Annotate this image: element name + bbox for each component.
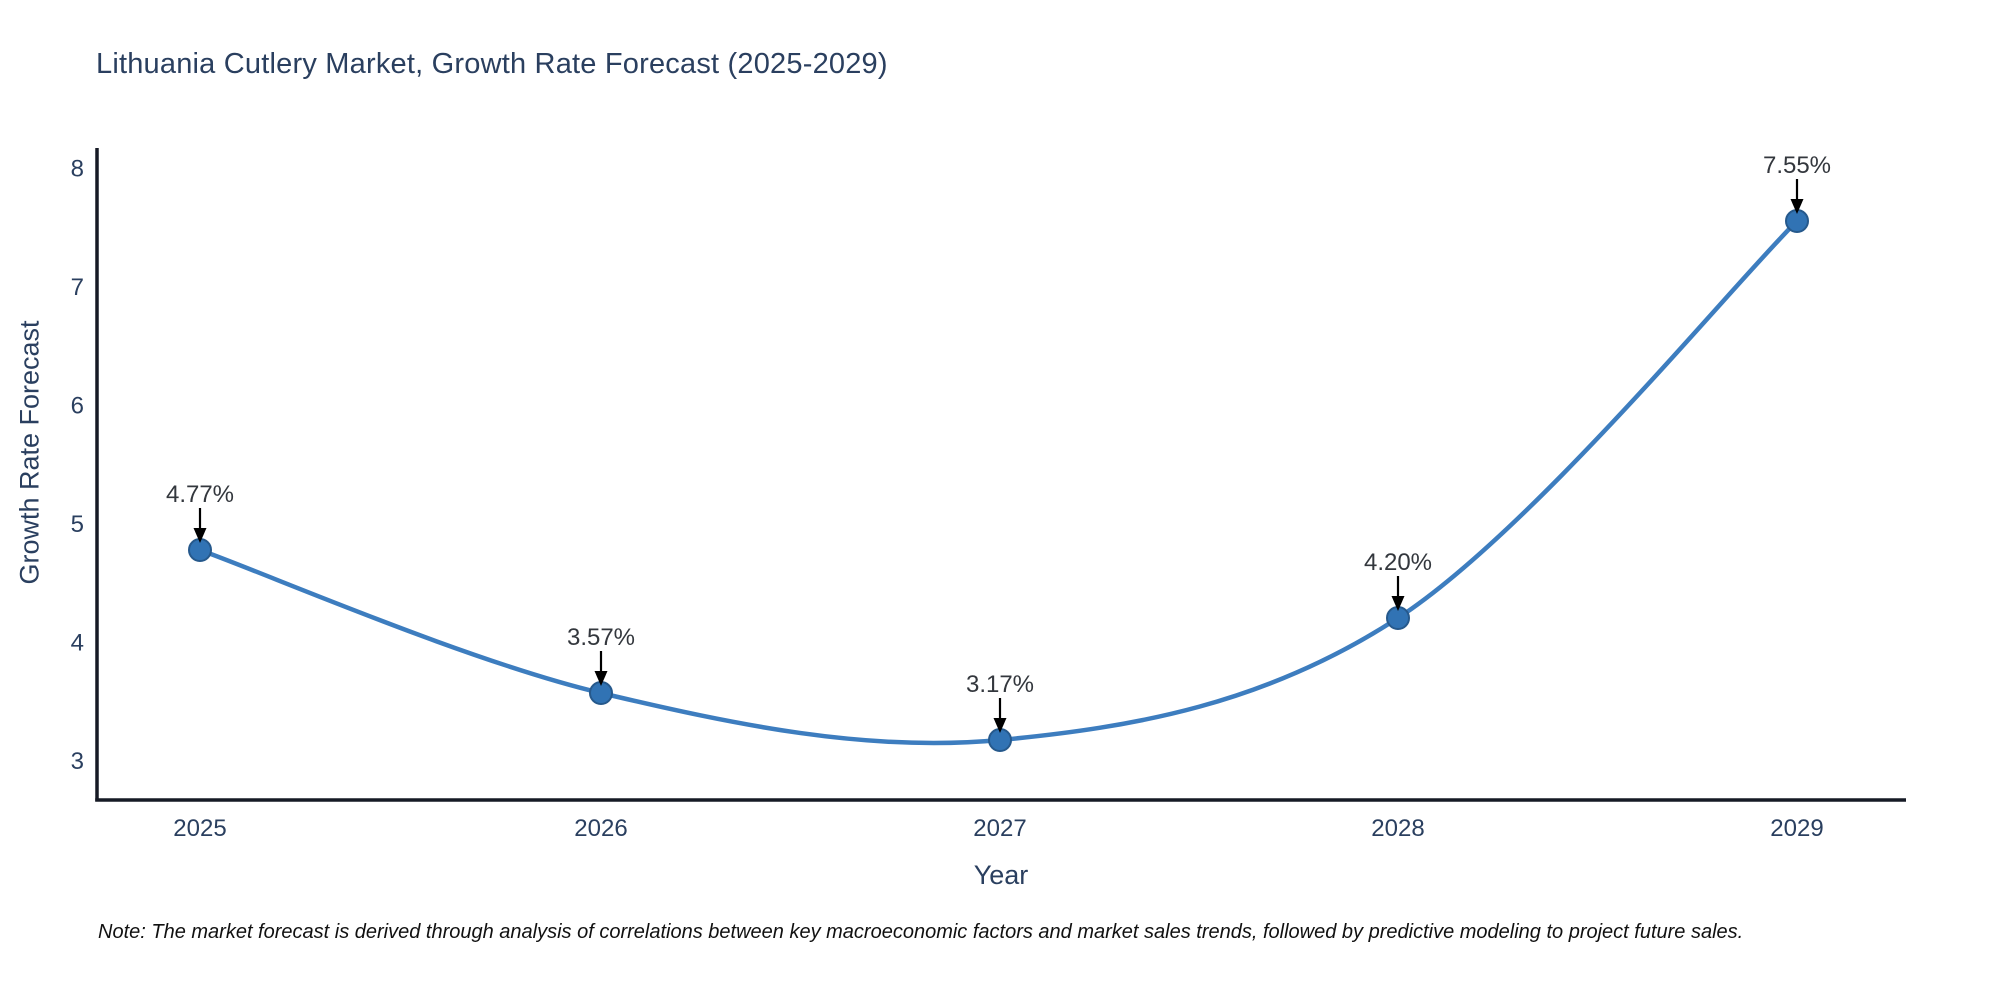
annotation-2026: 3.57% (567, 624, 635, 686)
annotation-label-2027: 3.17% (966, 671, 1034, 698)
forecast-line (197, 218, 1800, 746)
annotation-arrowhead-2027 (993, 718, 1007, 733)
annotation-label-2029: 7.55% (1763, 152, 1831, 179)
annotation-arrowhead-2026 (594, 671, 608, 686)
x-tick-2026: 2026 (574, 815, 627, 842)
annotation-2027: 3.17% (966, 671, 1034, 733)
y-tick-5: 5 (71, 511, 84, 538)
chart-title: Lithuania Cutlery Market, Growth Rate Fo… (96, 48, 888, 80)
y-tick-labels: 8 7 6 5 4 3 (71, 156, 84, 776)
y-tick-7: 7 (71, 274, 84, 301)
annotation-2028: 4.20% (1364, 549, 1432, 611)
annotation-label-2025: 4.77% (166, 481, 234, 508)
x-tick-2025: 2025 (173, 815, 226, 842)
x-tick-2028: 2028 (1371, 815, 1424, 842)
x-tick-2027: 2027 (973, 815, 1026, 842)
annotation-2025: 4.77% (166, 481, 234, 543)
y-tick-4: 4 (71, 630, 84, 657)
annotation-arrowhead-2028 (1391, 596, 1405, 611)
annotation-arrowhead-2025 (193, 528, 207, 543)
x-axis-title: Year (973, 860, 1029, 890)
data-points (188, 209, 1809, 752)
annotation-label-2028: 4.20% (1364, 549, 1432, 576)
y-tick-6: 6 (71, 393, 84, 420)
y-tick-3: 3 (71, 748, 84, 775)
annotation-label-2026: 3.57% (567, 624, 635, 651)
annotation-2029: 7.55% (1763, 152, 1831, 214)
x-tick-labels: 2025 2026 2027 2028 2029 (173, 815, 1823, 842)
x-tick-2029: 2029 (1770, 815, 1823, 842)
annotation-arrowhead-2029 (1790, 199, 1804, 214)
y-tick-8: 8 (71, 156, 84, 183)
footnote: Note: The market forecast is derived thr… (98, 921, 1744, 943)
